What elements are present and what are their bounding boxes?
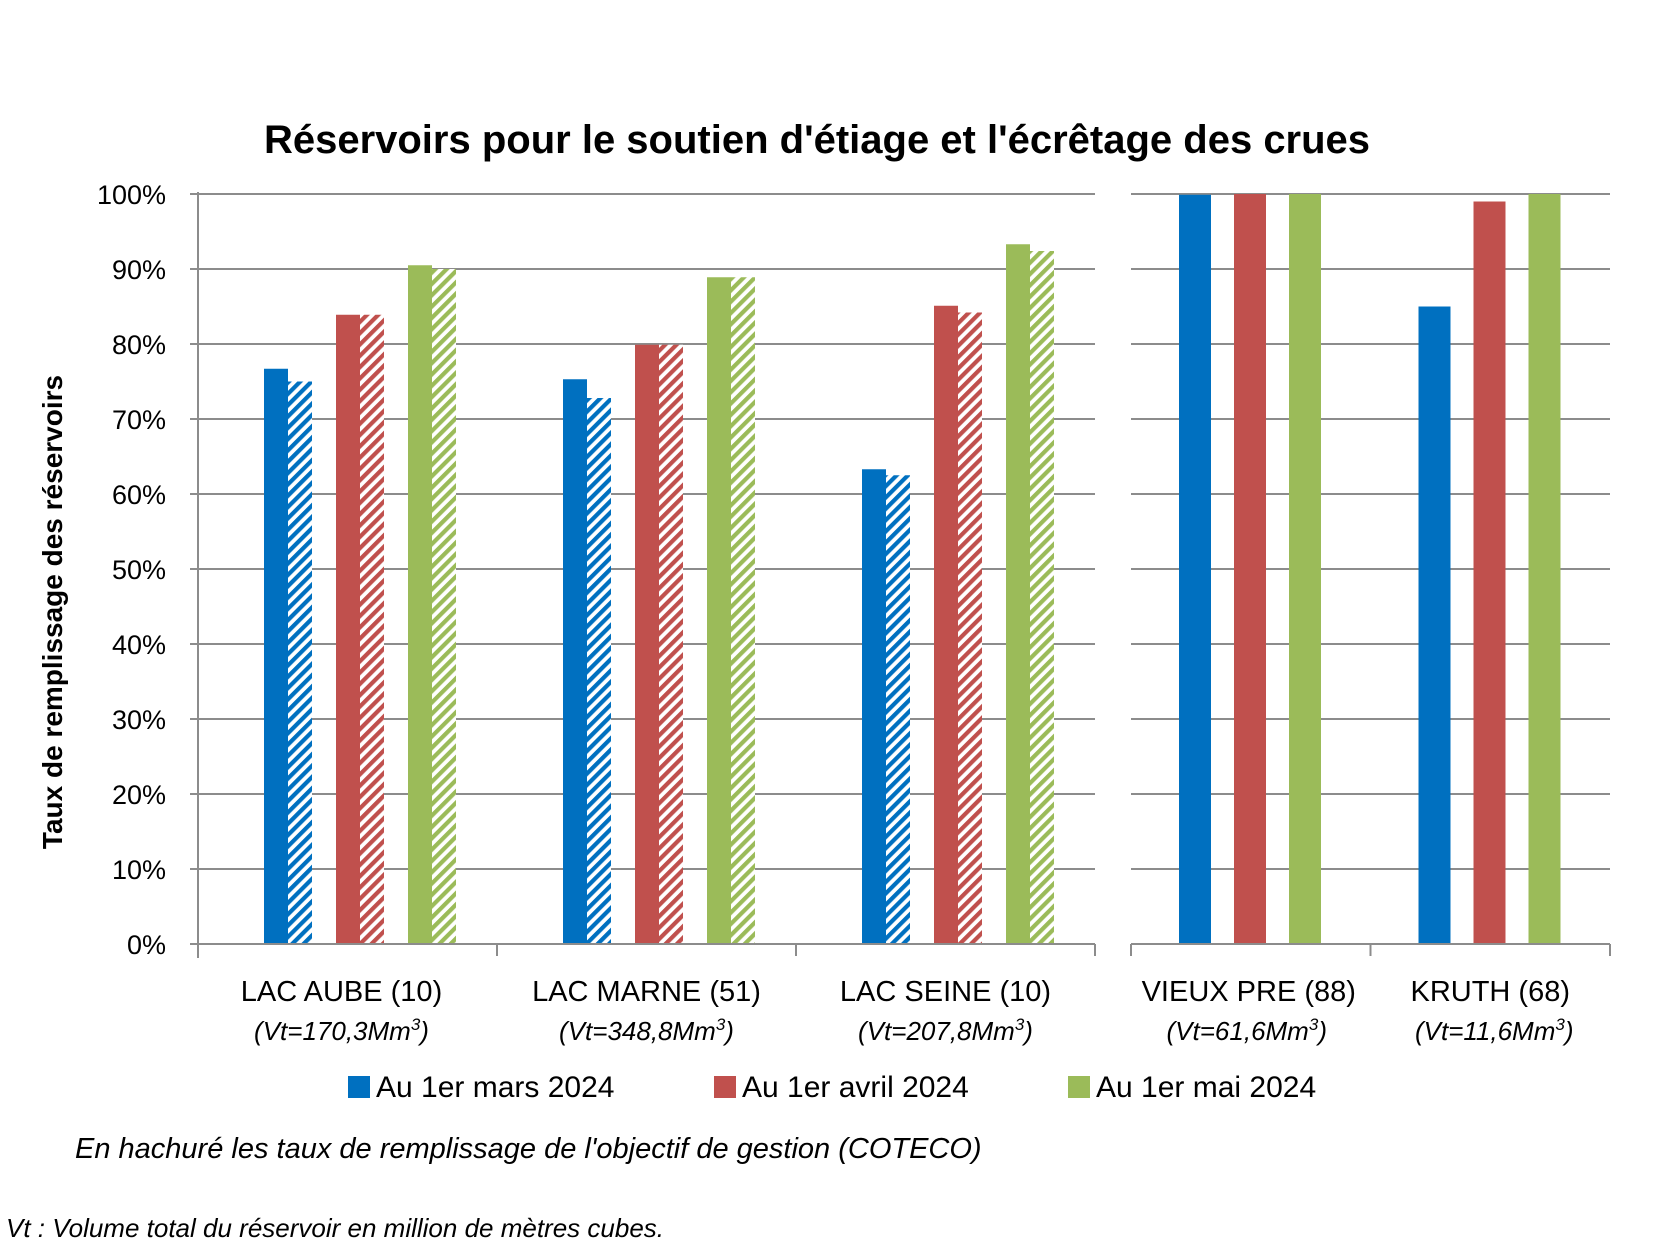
y-axis-label: Taux de remplissage des réservoirs [37, 375, 68, 849]
objective-bar [587, 398, 611, 944]
objective-bar [360, 314, 384, 944]
category-label: KRUTH (68) [1410, 976, 1570, 1008]
category-volume: (Vt=170,3Mm3) [254, 1015, 429, 1046]
objective-bar [432, 269, 456, 944]
bar [264, 368, 288, 944]
category-volume: (Vt=61,6Mm3) [1167, 1015, 1327, 1046]
legend-label: Au 1er mars 2024 [376, 1071, 614, 1104]
objective-bar [886, 475, 910, 944]
y-tick-label: 20% [112, 780, 166, 810]
bar [1289, 194, 1321, 944]
bar [1418, 306, 1451, 944]
y-tick-label: 70% [112, 405, 166, 435]
legend-label: Au 1er mai 2024 [1096, 1071, 1316, 1104]
category-label: LAC SEINE (10) [840, 976, 1051, 1008]
legend-swatch [348, 1076, 370, 1098]
hatch-note: En hachuré les taux de remplissage de l'… [75, 1133, 982, 1165]
y-tick-label: 60% [112, 480, 166, 510]
bar [336, 314, 360, 944]
objective-bar [288, 381, 312, 944]
y-tick-label: 50% [112, 555, 166, 585]
bars [264, 194, 1561, 944]
y-tick-label: 80% [112, 330, 166, 360]
y-tick-label: 10% [112, 855, 166, 885]
category-volume: (Vt=348,8Mm3) [559, 1015, 734, 1046]
bar [1234, 194, 1266, 944]
bar [635, 344, 659, 944]
x-axis [197, 192, 1611, 958]
y-tick-label: 30% [112, 705, 166, 735]
category-labels: LAC AUBE (10) (Vt=170,3Mm3) LAC MARNE (51)… [241, 976, 1574, 1046]
category-label: LAC AUBE (10) [241, 976, 442, 1008]
volume-footnote: Vt : Volume total du réservoir en millio… [6, 1213, 664, 1243]
y-tick-label: 40% [112, 630, 166, 660]
bar [1473, 201, 1506, 944]
bar [1179, 194, 1211, 944]
bar [563, 379, 587, 944]
bar [862, 469, 886, 944]
bar [1528, 194, 1561, 944]
bar [1006, 244, 1030, 944]
y-tick-label: 90% [112, 255, 166, 285]
chart-title: Réservoirs pour le soutien d'étiage et l… [264, 118, 1370, 162]
objective-bar [659, 344, 683, 944]
category-volume: (Vt=207,8Mm3) [858, 1015, 1033, 1046]
y-tick-label: 0% [127, 930, 166, 960]
legend-label: Au 1er avril 2024 [742, 1071, 969, 1104]
category-label: LAC MARNE (51) [532, 976, 761, 1008]
legend: Au 1er mars 2024 Au 1er avril 2024 Au 1er … [348, 1071, 1316, 1104]
legend-swatch [714, 1076, 736, 1098]
y-tick-label: 100% [97, 180, 166, 210]
bar [408, 265, 432, 944]
bar [934, 305, 958, 944]
category-volume: (Vt=11,6Mm3) [1415, 1015, 1574, 1046]
objective-bar [1030, 251, 1054, 944]
bar [707, 277, 731, 944]
category-label: VIEUX PRE (88) [1142, 976, 1356, 1008]
objective-bar [958, 312, 982, 944]
y-axis-ticks: 0% 10% 20% 30% 40% 50% 60% 70% 80% 90% 100% [97, 180, 198, 960]
objective-bar [731, 277, 755, 944]
legend-swatch [1068, 1076, 1090, 1098]
